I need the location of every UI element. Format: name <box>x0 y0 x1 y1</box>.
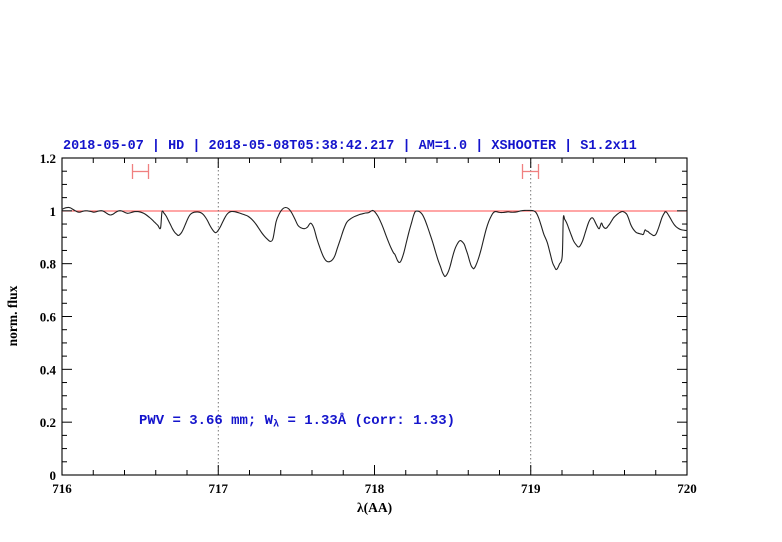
svg-text:718: 718 <box>365 481 385 496</box>
svg-text:λ(AA): λ(AA) <box>357 500 392 515</box>
svg-text:1.2: 1.2 <box>40 151 56 166</box>
svg-text:norm. flux: norm. flux <box>5 285 20 346</box>
svg-text:0.6: 0.6 <box>40 310 57 325</box>
svg-text:2018-05-07 | HD | 2018-05-08T0: 2018-05-07 | HD | 2018-05-08T05:38:42.21… <box>63 139 637 154</box>
svg-text:720: 720 <box>677 481 697 496</box>
svg-text:719: 719 <box>521 481 541 496</box>
svg-text:0.2: 0.2 <box>40 415 56 430</box>
svg-text:PWV = 3.66 mm; Wλ = 1.33Å (cor: PWV = 3.66 mm; Wλ = 1.33Å (corr: 1.33) <box>139 412 455 431</box>
svg-text:1: 1 <box>50 204 57 219</box>
svg-text:717: 717 <box>209 481 229 496</box>
svg-text:0.8: 0.8 <box>40 257 57 272</box>
svg-text:0.4: 0.4 <box>40 362 57 377</box>
svg-text:716: 716 <box>52 481 72 496</box>
